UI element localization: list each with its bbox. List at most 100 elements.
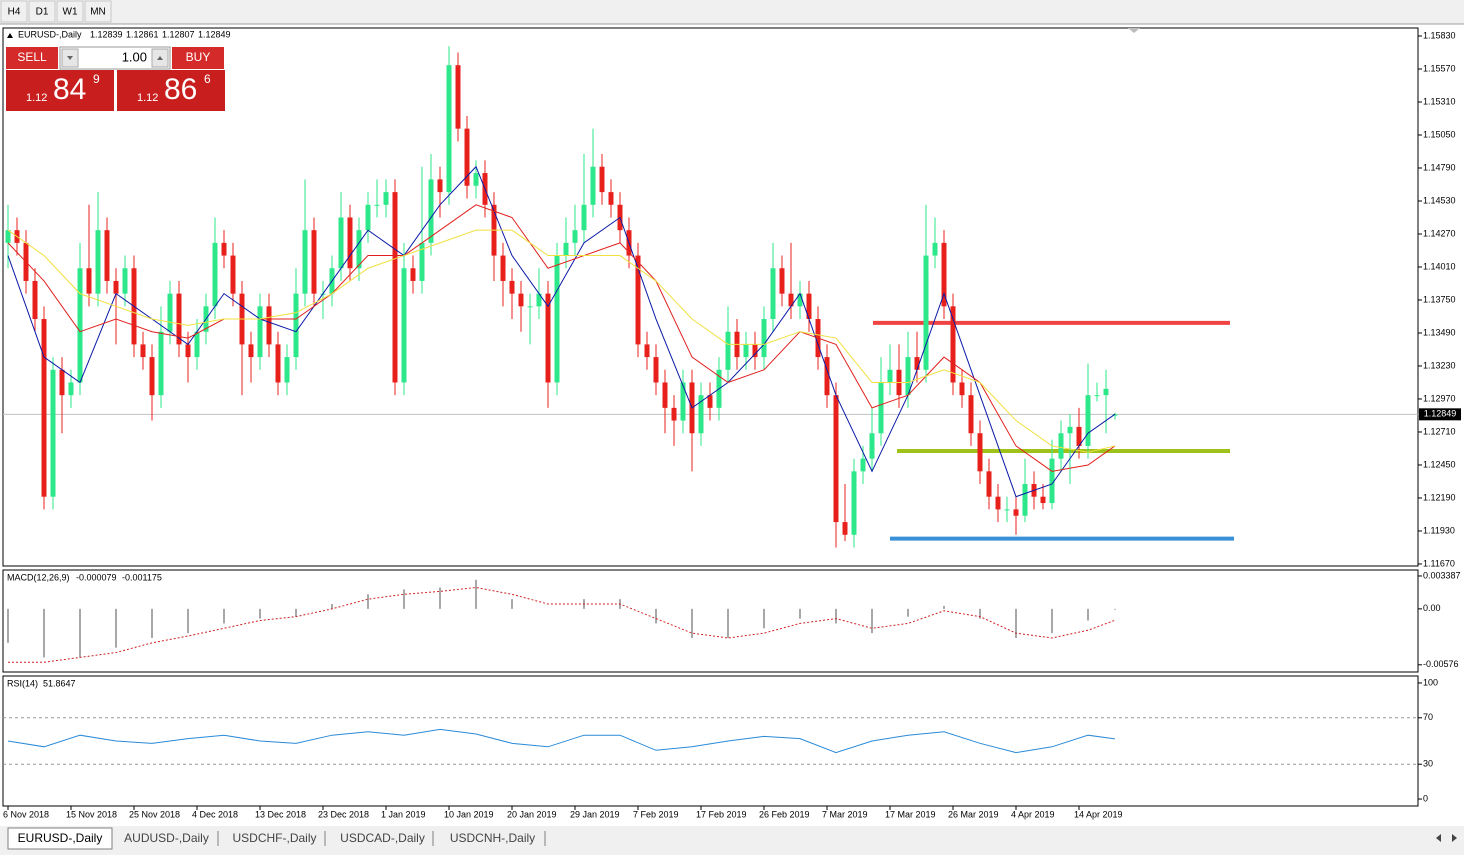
x-tick-label: 1 Jan 2019 bbox=[381, 809, 426, 819]
ohlc-value: 1.12861 bbox=[126, 29, 159, 39]
candle-body bbox=[221, 242, 227, 256]
x-tick-label: 10 Jan 2019 bbox=[444, 809, 494, 819]
candle-body bbox=[545, 293, 551, 383]
y-tick-label: 1.15830 bbox=[1423, 30, 1456, 40]
bid-point[interactable]: 9 bbox=[93, 72, 100, 86]
candle-body bbox=[86, 268, 92, 294]
candle-body bbox=[95, 230, 101, 294]
buy-button[interactable] bbox=[172, 47, 224, 69]
y-tick-label: 1.12710 bbox=[1423, 426, 1456, 436]
candle-body bbox=[977, 433, 983, 472]
x-tick-label: 7 Mar 2019 bbox=[822, 809, 868, 819]
candle-body bbox=[1049, 458, 1055, 504]
candle-body bbox=[500, 255, 506, 281]
candle-body bbox=[374, 204, 380, 206]
tab-label[interactable]: EURUSD-,Daily bbox=[18, 831, 103, 845]
x-tick-label: 6 Nov 2018 bbox=[3, 809, 49, 819]
arrow-down bbox=[67, 56, 73, 60]
rsi-value: 51.8647 bbox=[43, 678, 76, 688]
candle-body bbox=[518, 293, 524, 307]
candle-body bbox=[842, 522, 848, 535]
moving-average bbox=[7, 204, 1116, 472]
candle-body bbox=[869, 433, 875, 459]
x-tick-label: 26 Feb 2019 bbox=[759, 809, 810, 819]
y-tick-label: 1.11930 bbox=[1423, 525, 1455, 535]
period-label[interactable]: H4 bbox=[8, 7, 21, 18]
candle-body bbox=[824, 357, 830, 396]
candle-body bbox=[608, 192, 614, 205]
period-button[interactable] bbox=[56, 0, 84, 23]
bid-prefix[interactable]: 1.12 bbox=[26, 92, 47, 104]
candle-body bbox=[1013, 509, 1019, 516]
candle-body bbox=[401, 268, 407, 383]
candle-body bbox=[770, 268, 776, 320]
tab-label[interactable]: USDCNH-,Daily bbox=[450, 831, 535, 845]
macd-signal-value: -0.001175 bbox=[122, 572, 162, 582]
collapse-icon bbox=[7, 33, 13, 38]
candle-body bbox=[419, 242, 425, 281]
tab-label[interactable]: USDCAD-,Daily bbox=[340, 831, 425, 845]
lots-box[interactable] bbox=[59, 46, 171, 70]
chart-title: EURUSD-,Daily bbox=[18, 29, 82, 39]
candle-body bbox=[698, 395, 704, 434]
bid-box[interactable] bbox=[6, 70, 114, 111]
candle-body bbox=[680, 382, 686, 421]
y-tick-label: 0 bbox=[1423, 793, 1428, 803]
candle-body bbox=[68, 382, 74, 396]
candle-body bbox=[194, 331, 200, 358]
candle-body bbox=[158, 331, 164, 396]
x-tick-label: 17 Mar 2019 bbox=[885, 809, 936, 819]
x-tick-label: 29 Jan 2019 bbox=[570, 809, 620, 819]
arrow-up bbox=[157, 56, 163, 60]
candle-body bbox=[41, 319, 47, 497]
price-label-box bbox=[1419, 408, 1461, 421]
x-tick-label: 25 Nov 2018 bbox=[129, 809, 180, 819]
candle-body bbox=[950, 306, 956, 383]
shift-marker bbox=[1128, 28, 1140, 33]
sell-button[interactable] bbox=[6, 47, 58, 69]
price-label: 1.12849 bbox=[1424, 409, 1457, 419]
ask-pips[interactable]: 86 bbox=[164, 73, 197, 106]
period-button[interactable] bbox=[84, 0, 112, 23]
candle-body bbox=[860, 458, 866, 472]
sell-label[interactable]: SELL bbox=[17, 50, 47, 64]
ohlc-value: 1.12839 bbox=[90, 29, 123, 39]
candle-body bbox=[1067, 426, 1073, 434]
y-tick-label: 1.14790 bbox=[1423, 162, 1456, 172]
candle-body bbox=[635, 255, 641, 345]
tab-active[interactable] bbox=[7, 827, 113, 850]
ask-prefix[interactable]: 1.12 bbox=[137, 92, 158, 104]
tab-bar bbox=[0, 826, 1464, 855]
candle-body bbox=[410, 268, 416, 281]
candle-body bbox=[995, 496, 1001, 510]
tab-label[interactable]: USDCHF-,Daily bbox=[233, 831, 317, 845]
period-button[interactable] bbox=[0, 0, 28, 23]
ask-box[interactable] bbox=[117, 70, 225, 111]
buy-label[interactable]: BUY bbox=[186, 50, 211, 64]
candle-body bbox=[347, 217, 353, 269]
tab-label[interactable]: AUDUSD-,Daily bbox=[124, 831, 209, 845]
candle-body bbox=[1022, 484, 1028, 516]
toolbar bbox=[0, 0, 1464, 24]
period-label[interactable]: MN bbox=[90, 7, 106, 18]
tab-scroll-right[interactable] bbox=[1452, 834, 1457, 842]
x-tick-label: 15 Nov 2018 bbox=[66, 809, 117, 819]
candle-body bbox=[302, 230, 308, 294]
x-tick-label: 4 Dec 2018 bbox=[192, 809, 238, 819]
tab-scroll-left[interactable] bbox=[1436, 834, 1441, 842]
moving-average bbox=[7, 229, 1116, 453]
candle-body bbox=[140, 344, 146, 358]
candle-body bbox=[122, 268, 128, 294]
candle-body bbox=[50, 369, 56, 497]
period-label[interactable]: W1 bbox=[63, 7, 78, 18]
candle-body bbox=[806, 293, 812, 320]
candle-body bbox=[590, 166, 596, 205]
ask-point[interactable]: 6 bbox=[204, 72, 211, 86]
candle-body bbox=[743, 344, 749, 358]
period-label[interactable]: D1 bbox=[36, 7, 49, 18]
period-button[interactable] bbox=[28, 0, 56, 23]
bid-pips[interactable]: 84 bbox=[53, 73, 86, 106]
lots-value[interactable]: 1.00 bbox=[122, 49, 147, 64]
